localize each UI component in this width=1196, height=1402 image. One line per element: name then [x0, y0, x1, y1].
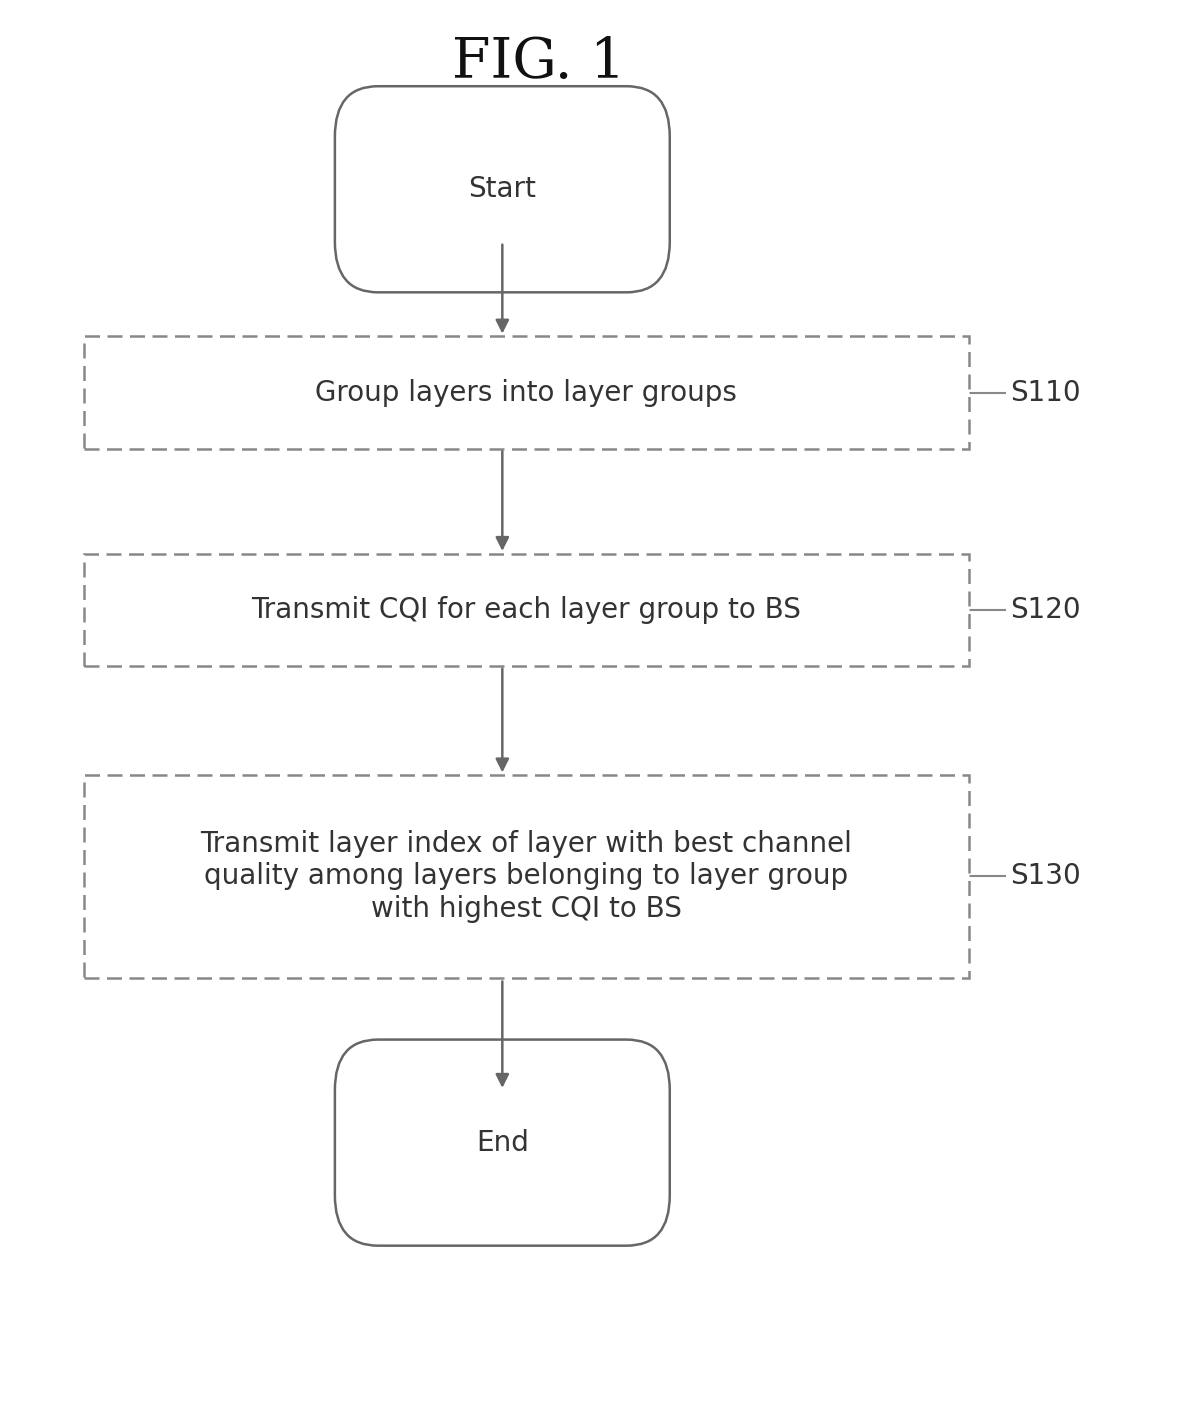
FancyBboxPatch shape: [84, 554, 969, 666]
Text: Transmit layer index of layer with best channel
quality among layers belonging t: Transmit layer index of layer with best …: [200, 830, 853, 923]
Text: Transmit CQI for each layer group to BS: Transmit CQI for each layer group to BS: [251, 596, 801, 624]
FancyBboxPatch shape: [335, 1040, 670, 1246]
FancyBboxPatch shape: [84, 336, 969, 449]
Text: S120: S120: [1011, 596, 1081, 624]
Text: S110: S110: [1011, 379, 1081, 407]
Text: Group layers into layer groups: Group layers into layer groups: [316, 379, 737, 407]
FancyBboxPatch shape: [84, 774, 969, 979]
Text: Start: Start: [469, 175, 536, 203]
FancyBboxPatch shape: [335, 86, 670, 293]
Text: S130: S130: [1011, 862, 1081, 890]
Text: End: End: [476, 1129, 529, 1157]
Text: FIG. 1: FIG. 1: [452, 35, 624, 91]
